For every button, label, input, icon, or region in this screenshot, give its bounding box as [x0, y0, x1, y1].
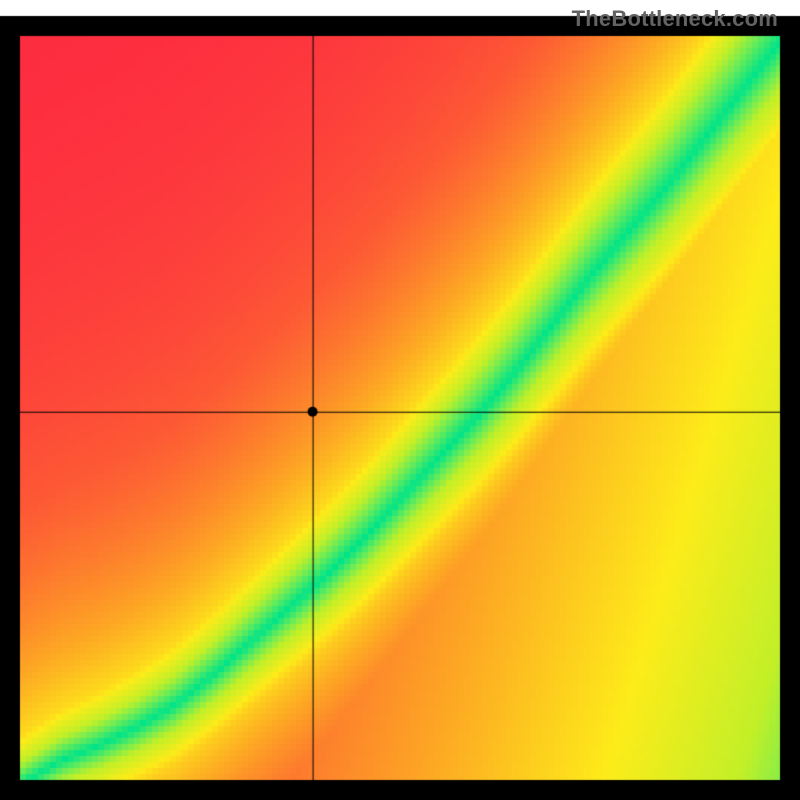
watermark-text: TheBottleneck.com: [572, 6, 778, 32]
bottleneck-heatmap: [0, 0, 800, 800]
